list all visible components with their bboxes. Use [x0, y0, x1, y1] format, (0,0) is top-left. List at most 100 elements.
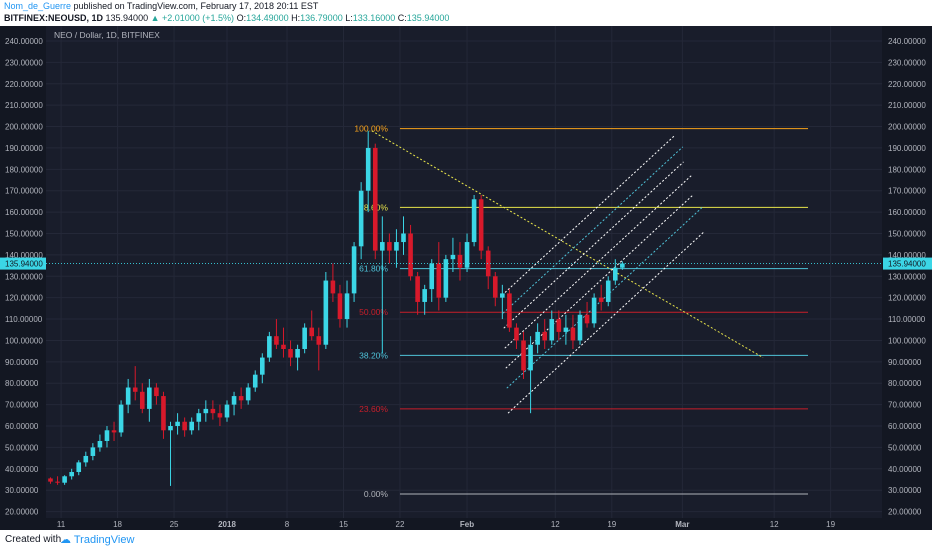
- y-tick-left: 220.00000: [5, 80, 43, 89]
- candle-body: [485, 250, 491, 277]
- candle-body: [139, 391, 145, 409]
- y-tick-right: 220.00000: [888, 80, 926, 89]
- candle-body: [598, 297, 604, 302]
- candle-body: [337, 293, 343, 320]
- price-chart[interactable]: 100.00%78.60%61.80%50.00%38.20%23.60%0.0…: [0, 26, 932, 530]
- plot-area[interactable]: [46, 26, 882, 518]
- y-tick-left: 200.00000: [5, 123, 43, 132]
- candle-body: [288, 349, 293, 358]
- fib-label: 38.20%: [359, 350, 388, 360]
- candle-body: [76, 462, 82, 473]
- high-label: H:: [291, 13, 301, 23]
- candle-body: [535, 331, 540, 345]
- candle-body: [372, 147, 378, 251]
- candle-body: [556, 319, 562, 332]
- y-tick-right: 100.00000: [888, 336, 926, 345]
- y-tick-right: 190.00000: [888, 144, 926, 153]
- downtrend-line: [371, 130, 764, 358]
- candle-body: [231, 396, 237, 405]
- x-tick: 11: [57, 520, 66, 529]
- y-tick-right: 20.00000: [888, 508, 922, 517]
- footer: Created with ☁ TradingView: [0, 530, 932, 550]
- candle-body: [238, 396, 244, 401]
- candle-body: [252, 374, 258, 388]
- fib-label: 61.80%: [359, 264, 388, 274]
- y-tick-left: 90.00000: [5, 358, 39, 367]
- y-tick-left: 120.00000: [5, 294, 43, 303]
- candle-body: [267, 336, 272, 358]
- open-value: 134.49000: [246, 13, 289, 23]
- x-tick: 15: [339, 520, 348, 529]
- y-tick-right: 140.00000: [888, 251, 926, 260]
- time-axis: 11 18 25 2018 8 15 22 Feb 12 19 Mar 12 19: [57, 520, 836, 529]
- y-tick-right: 60.00000: [888, 422, 922, 431]
- candle-body: [351, 246, 357, 294]
- channel-line: [501, 135, 675, 296]
- candle-body: [203, 408, 209, 414]
- y-tick-left: 40.00000: [5, 465, 39, 474]
- candle-body: [344, 293, 350, 320]
- y-tick-right: 180.00000: [888, 165, 926, 174]
- x-tick: 12: [551, 520, 560, 529]
- y-tick-right: 230.00000: [888, 58, 926, 67]
- x-tick: 12: [770, 520, 779, 529]
- y-tick-left: 110.00000: [5, 315, 43, 324]
- tradingview-logo[interactable]: ☁ TradingView: [60, 534, 135, 546]
- channel-line: [505, 194, 694, 369]
- trend-drawings: [371, 130, 764, 414]
- y-tick-left: 140.00000: [5, 251, 43, 260]
- symbol-line: BITFINEX:NEOUSD, 1D 135.94000 ▲ +2.01000…: [4, 13, 449, 23]
- y-tick-right: 120.00000: [888, 294, 926, 303]
- y-tick-left: 230.00000: [5, 58, 43, 67]
- candle-body: [302, 327, 307, 350]
- candle-body: [330, 280, 336, 294]
- candle-body: [500, 293, 505, 298]
- y-tick-left: 60.00000: [5, 422, 39, 431]
- candle-body: [168, 426, 173, 431]
- x-tick: 8: [285, 520, 290, 529]
- left-price-axis: 20.00000 30.00000 40.00000 50.00000 60.00000…: [0, 37, 46, 517]
- x-tick: 18: [113, 520, 122, 529]
- candle-body: [48, 478, 53, 482]
- candle-body: [577, 314, 583, 341]
- candle-body: [570, 327, 576, 341]
- y-tick-left: 240.00000: [5, 37, 43, 46]
- candle-body: [111, 430, 117, 433]
- low-value: 133.16000: [352, 13, 396, 23]
- candle-body: [274, 336, 279, 345]
- candle-body: [104, 430, 110, 441]
- candle-body: [358, 190, 364, 247]
- y-tick-left: 100.00000: [5, 336, 43, 345]
- y-tick-left: 210.00000: [5, 101, 43, 110]
- candle-body: [584, 314, 590, 324]
- candle-body: [401, 233, 406, 243]
- y-tick-left: 190.00000: [5, 144, 43, 153]
- channel-line: [504, 174, 693, 349]
- candle-body: [295, 349, 300, 358]
- y-tick-right: 80.00000: [888, 379, 922, 388]
- candle-body: [605, 280, 611, 302]
- candle-body: [62, 476, 67, 483]
- channel-line: [507, 232, 704, 414]
- channel-line: [503, 161, 684, 329]
- last-price-tag-right: [883, 257, 932, 270]
- y-tick-right: 40.00000: [888, 465, 922, 474]
- last-price-label-left: 135.94000: [5, 260, 43, 269]
- publish-info: published on TradingView.com, February 1…: [71, 1, 319, 11]
- y-tick-left: 50.00000: [5, 443, 39, 452]
- y-tick-left: 170.00000: [5, 187, 43, 196]
- candle-body: [450, 254, 456, 260]
- candle-body: [478, 199, 484, 251]
- candle-body: [125, 387, 131, 405]
- header-bar: Nom_de_Guerre published on TradingView.c…: [0, 0, 932, 26]
- close-value: 135.94000: [406, 13, 450, 23]
- y-tick-left: 160.00000: [5, 208, 43, 217]
- author-link[interactable]: Nom_de_Guerre: [4, 1, 72, 11]
- y-tick-right: 160.00000: [888, 208, 926, 217]
- y-tick-left: 70.00000: [5, 401, 39, 410]
- candlestick-series: [46, 130, 882, 486]
- candle-body: [245, 387, 251, 401]
- candle-body: [309, 327, 315, 337]
- candle-body: [429, 263, 435, 290]
- candle-body: [189, 421, 194, 431]
